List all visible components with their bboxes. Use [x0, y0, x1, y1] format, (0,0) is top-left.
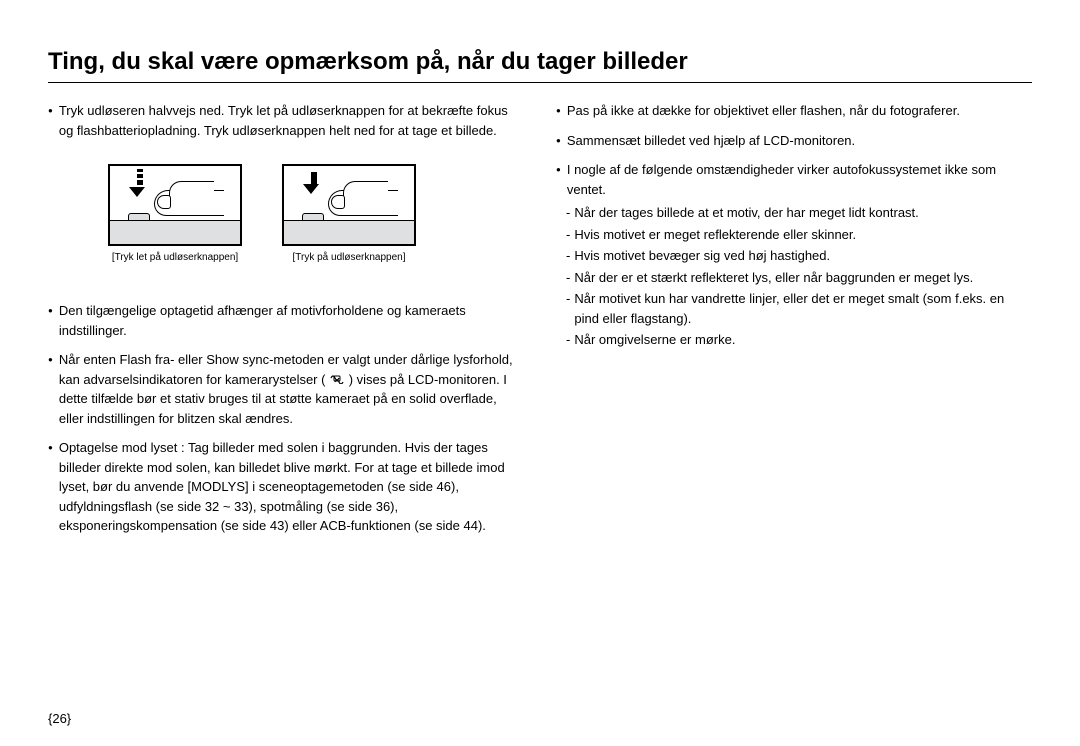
right-bullet-2: Sammensæt billedet ved hjælp af LCD-moni… — [556, 131, 1032, 151]
figure-half-press-box — [108, 164, 242, 246]
page-title: Ting, du skal være opmærksom på, når du … — [48, 48, 1032, 83]
left-bullet-3: Når enten Flash fra- eller Show sync-met… — [48, 350, 524, 428]
right-column: Pas på ikke at dække for objektivet elle… — [556, 101, 1032, 546]
right-bullet-1-text: Pas på ikke at dække for objektivet elle… — [567, 101, 1032, 121]
left-bullet-2: Den tilgængelige optagetid afhænger af m… — [48, 301, 524, 340]
content-columns: Tryk udløseren halvvejs ned. Tryk let på… — [48, 101, 1032, 546]
right-sub-4: Når motivet kun har vandrette linjer, el… — [566, 289, 1032, 328]
right-sub-3: Når der er et stærkt reflekteret lys, el… — [566, 268, 1032, 288]
left-bullet-3-text: Når enten Flash fra- eller Show sync-met… — [59, 350, 524, 428]
right-sub-5: Når omgivelserne er mørke. — [566, 330, 1032, 350]
left-column: Tryk udløseren halvvejs ned. Tryk let på… — [48, 101, 524, 546]
right-bullet-1: Pas på ikke at dække for objektivet elle… — [556, 101, 1032, 121]
figure-row: [Tryk let på udløserknappen] [Tryk på ud… — [108, 164, 524, 265]
right-sub-1: Hvis motivet er meget reflekterende elle… — [566, 225, 1032, 245]
arrow-dashed-icon — [134, 169, 145, 197]
figure-full-press-box — [282, 164, 416, 246]
arrow-solid-icon — [308, 172, 319, 194]
left-bullet-4: Optagelse mod lyset : Tag billeder med s… — [48, 438, 524, 536]
camera-shake-icon — [329, 371, 345, 389]
left-bullet-4-text: Optagelse mod lyset : Tag billeder med s… — [59, 438, 524, 536]
right-bullet-3-text: I nogle af de følgende omstændigheder vi… — [567, 160, 1032, 199]
right-sub-2: Hvis motivet bevæger sig ved høj hastigh… — [566, 246, 1032, 266]
figure-full-press: [Tryk på udløserknappen] — [282, 164, 416, 265]
page-number: {26} — [48, 711, 71, 726]
left-bullet-1: Tryk udløseren halvvejs ned. Tryk let på… — [48, 101, 524, 140]
right-sub-0: Når der tages billede at et motiv, der h… — [566, 203, 1032, 223]
figure-half-press-caption: [Tryk let på udløserknappen] — [108, 250, 242, 265]
left-bullet-2-text: Den tilgængelige optagetid afhænger af m… — [59, 301, 524, 340]
figure-half-press: [Tryk let på udløserknappen] — [108, 164, 242, 265]
right-bullet-2-text: Sammensæt billedet ved hjælp af LCD-moni… — [567, 131, 1032, 151]
figure-full-press-caption: [Tryk på udløserknappen] — [282, 250, 416, 265]
right-bullet-3: I nogle af de følgende omstændigheder vi… — [556, 160, 1032, 199]
left-bullet-1-text: Tryk udløseren halvvejs ned. Tryk let på… — [59, 101, 524, 140]
